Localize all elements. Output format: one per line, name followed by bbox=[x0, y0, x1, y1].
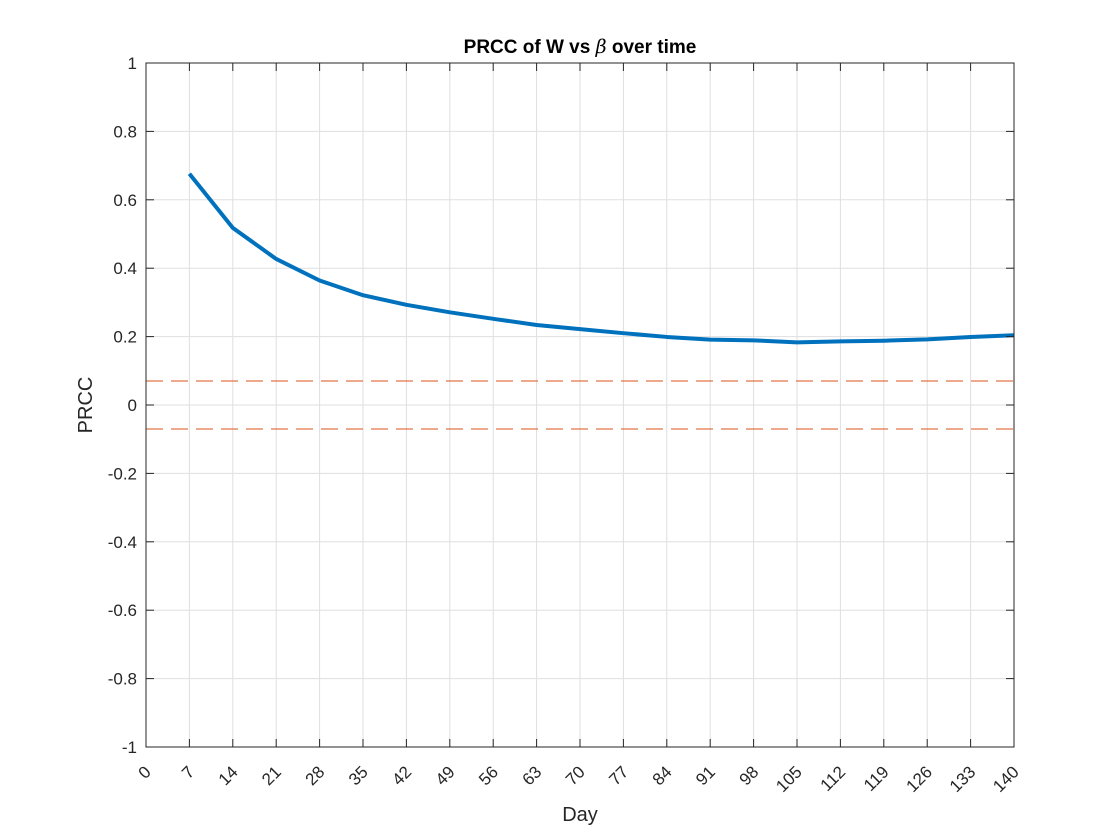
y-tick-label: 0.2 bbox=[113, 328, 137, 347]
y-tick-label: -0.6 bbox=[108, 601, 137, 620]
series-lines bbox=[187, 172, 1015, 345]
chart-title: PRCC of W vs β over time bbox=[464, 36, 697, 58]
y-tick-label: 0 bbox=[128, 396, 137, 415]
y-tick-label: 1 bbox=[128, 54, 137, 73]
grid-lines bbox=[145, 62, 1015, 748]
y-tick-label: -0.4 bbox=[108, 533, 137, 552]
chart-title-suffix: over time bbox=[607, 37, 697, 58]
y-tick-label: 0.8 bbox=[113, 122, 137, 141]
y-tick-labels: 1 0.8 0.6 0.4 0.2 0 -0.2 -0.4 -0.6 -0.8 -1 bbox=[108, 54, 137, 757]
chart-title-symbol: β bbox=[595, 36, 607, 58]
y-tick-label: 0.4 bbox=[113, 259, 137, 278]
axis-ticks bbox=[145, 62, 1015, 748]
chart-title-prefix: PRCC of W vs bbox=[464, 37, 596, 58]
reference-lines bbox=[146, 380, 1014, 430]
y-tick-label: -1 bbox=[122, 738, 137, 757]
series-line bbox=[187, 172, 1015, 345]
y-tick-label: 0.6 bbox=[113, 191, 137, 210]
y-tick-label: -0.8 bbox=[108, 670, 137, 689]
y-tick-label: -0.2 bbox=[108, 464, 137, 483]
y-axis-label: PRCC bbox=[75, 377, 97, 434]
x-axis-label: Day bbox=[562, 804, 598, 826]
